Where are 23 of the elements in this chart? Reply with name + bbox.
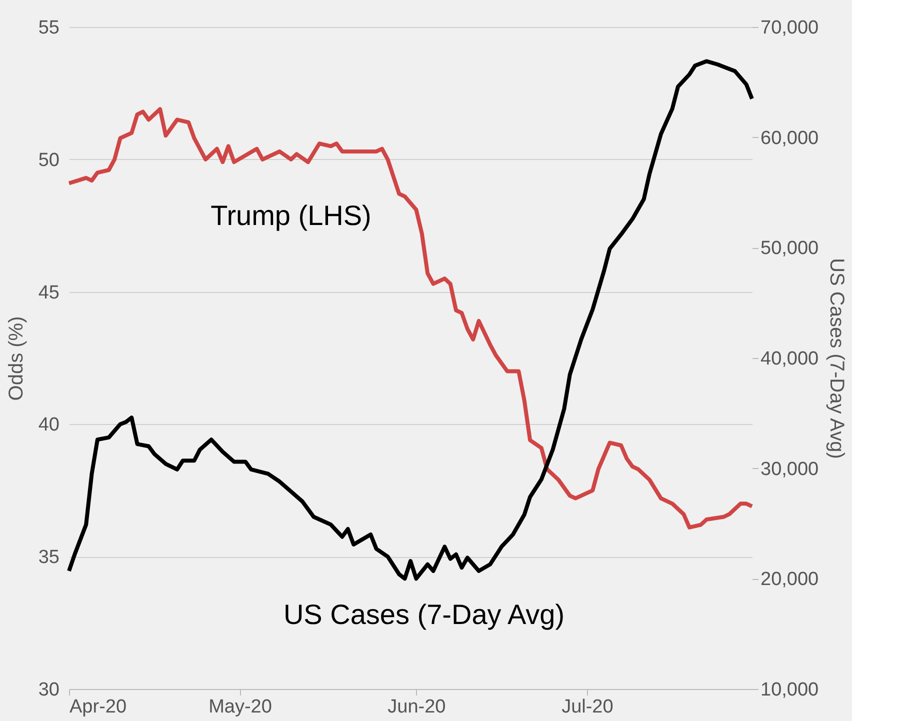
x-tick-label: Jun-20	[388, 696, 446, 718]
y-tick-label: 40	[38, 414, 60, 436]
y2-tick-label: 30,000	[760, 458, 819, 480]
y-tick-label: 45	[38, 282, 60, 304]
y-tick-label: 35	[38, 547, 60, 568]
y-tick-label: 30	[38, 680, 60, 700]
y2-axis-title: US Cases (7-Day Avg)	[826, 258, 848, 459]
x-tick-label: May-20	[208, 696, 272, 718]
y2-tick-label: 70,000	[760, 18, 819, 38]
y2-tick-label: 50,000	[760, 238, 819, 260]
y-axis-title: Odds (%)	[5, 316, 28, 401]
line-series	[67, 59, 754, 581]
y-tick-label: 55	[38, 18, 60, 38]
y-tick-label: 50	[38, 150, 60, 171]
line-series	[67, 107, 754, 530]
y2-tick-label: 20,000	[760, 569, 819, 590]
x-tick-label: Apr-20	[70, 696, 127, 718]
x-tick-label: Jul-20	[562, 696, 614, 718]
y2-tick-label: 40,000	[760, 348, 819, 370]
y2-tick-label: 10,000	[760, 680, 819, 700]
annotation: Trump (LHS)	[210, 200, 372, 231]
annotation: US Cases (7-Day Avg)	[283, 599, 565, 630]
y2-tick-label: 60,000	[760, 128, 819, 149]
